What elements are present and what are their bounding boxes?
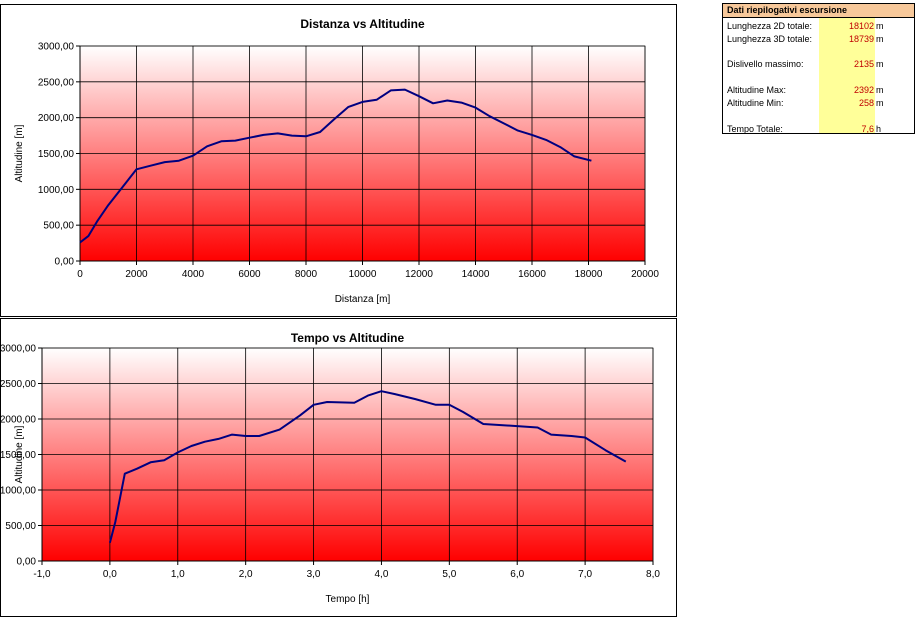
summary-value: 2392 xyxy=(853,85,874,95)
summary-label: Altitudine Min: xyxy=(727,98,784,108)
summary-row-altitude-max: Altitudine Max: 2392 m xyxy=(723,84,914,96)
x-tick-label: 5,0 xyxy=(442,569,456,580)
y-tick-label: 2500,00 xyxy=(0,379,36,390)
x-tick-label: 2000 xyxy=(125,269,148,280)
chart-title: Tempo vs Altitudine xyxy=(291,331,405,345)
y-tick-label: 1500,00 xyxy=(0,450,36,461)
y-tick-label: 1500,00 xyxy=(38,149,75,160)
x-tick-label: 6000 xyxy=(238,269,261,280)
y-tick-label: 2500,00 xyxy=(38,77,75,88)
x-tick-label: 18000 xyxy=(575,269,603,280)
y-tick-label: 0,00 xyxy=(17,557,37,568)
x-tick-label: 4,0 xyxy=(374,569,388,580)
y-tick-label: 500,00 xyxy=(43,221,74,232)
summary-value: 18102 xyxy=(848,21,874,31)
summary-value: 7,6 xyxy=(861,124,874,134)
altitude-series-line xyxy=(79,88,592,244)
summary-row-altitude-min: Altitudine Min: 258 m xyxy=(723,97,914,109)
x-tick-label: 4000 xyxy=(182,269,205,280)
summary-label: Lunghezza 3D totale: xyxy=(727,34,813,44)
chart-title: Distanza vs Altitudine xyxy=(300,17,425,31)
time-altitude-chart: 0,00 500,00 1000,00 1500,00 2000,00 2500,00 30… xyxy=(0,331,660,605)
y-tick-label: 1000,00 xyxy=(0,486,36,497)
summary-label: Altitudine Max: xyxy=(727,85,787,95)
x-tick-label: 0 xyxy=(77,269,83,280)
summary-row-total-time: Tempo Totale: 7,6 h xyxy=(723,123,914,135)
summary-unit: h xyxy=(876,124,882,134)
x-tick-label: 3,0 xyxy=(307,569,321,580)
x-tick-label: 7,0 xyxy=(578,569,592,580)
x-tick-label: 8,0 xyxy=(646,569,660,580)
y-axis-label: Altitudine [m] xyxy=(14,124,25,182)
summary-unit: m xyxy=(876,98,884,108)
summary-values-column xyxy=(819,18,875,133)
summary-unit: m xyxy=(876,59,884,69)
distance-altitude-chart: 0,00 500,00 1000,00 1500,00 2000,00 2500,00 30… xyxy=(14,17,659,305)
summary-value: 258 xyxy=(858,98,874,108)
x-tick-label: 0,0 xyxy=(103,569,117,580)
y-tick-label: 2000,00 xyxy=(0,415,36,426)
y-tick-label: 3000,00 xyxy=(38,42,75,53)
x-tick-label: 6,0 xyxy=(510,569,524,580)
x-tick-label: 14000 xyxy=(462,269,490,280)
y-tick-label: 3000,00 xyxy=(0,344,36,355)
summary-label: Tempo Totale: xyxy=(727,124,783,134)
summary-row-max-elevation-gain: Dislivello massimo: 2135 m xyxy=(723,58,914,70)
x-tick-label: 12000 xyxy=(405,269,433,280)
summary-row-length-2d: Lunghezza 2D totale: 18102 m xyxy=(723,20,914,32)
summary-label: Dislivello massimo: xyxy=(727,59,804,69)
x-tick-label: 1,0 xyxy=(171,569,185,580)
summary-table: Dati riepilogativi escursione Lunghezza … xyxy=(722,3,915,134)
summary-unit: m xyxy=(876,21,884,31)
x-tick-label: 16000 xyxy=(518,269,546,280)
y-tick-label: 2000,00 xyxy=(38,113,75,124)
summary-value: 18739 xyxy=(848,34,874,44)
y-axis-label: Altitudine [m] xyxy=(14,425,25,483)
x-axis-label: Distanza [m] xyxy=(335,294,391,305)
summary-value: 2135 xyxy=(853,59,874,69)
summary-label: Lunghezza 2D totale: xyxy=(727,21,813,31)
y-tick-label: 500,00 xyxy=(5,521,36,532)
x-tick-label: 20000 xyxy=(631,269,659,280)
summary-unit: m xyxy=(876,85,884,95)
summary-unit: m xyxy=(876,34,884,44)
x-tick-label: 10000 xyxy=(349,269,377,280)
altitude-series-line xyxy=(108,390,627,543)
y-tick-label: 1000,00 xyxy=(38,185,75,196)
x-tick-label: 2,0 xyxy=(239,569,253,580)
x-tick-label: 8000 xyxy=(295,269,318,280)
x-axis-label: Tempo [h] xyxy=(326,594,370,605)
y-tick-label: 0,00 xyxy=(55,257,75,268)
summary-row-length-3d: Lunghezza 3D totale: 18739 m xyxy=(723,33,914,45)
summary-title: Dati riepilogativi escursione xyxy=(723,4,914,18)
x-tick-label: -1,0 xyxy=(33,569,51,580)
